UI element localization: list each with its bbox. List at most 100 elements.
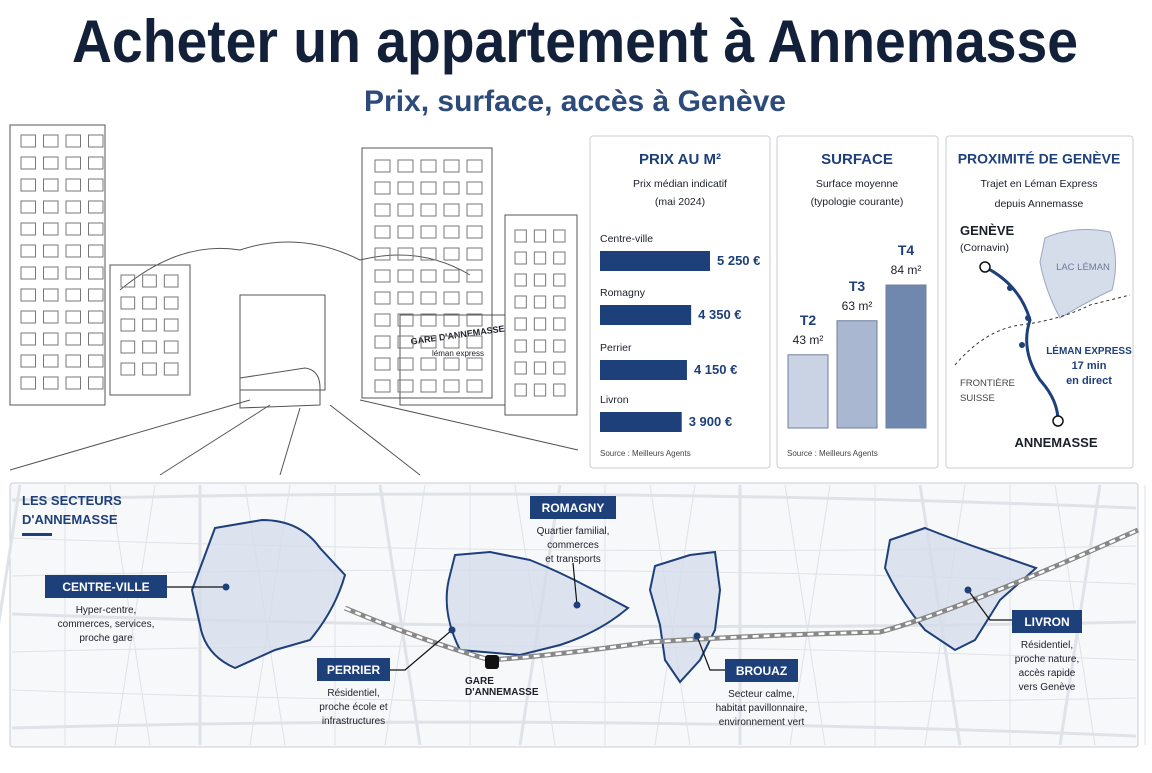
leaders [167, 562, 1012, 671]
mountains [119, 241, 471, 291]
window [420, 269, 437, 283]
window [43, 266, 59, 280]
window [65, 156, 81, 170]
window [142, 362, 157, 376]
window [43, 310, 59, 324]
window [374, 313, 391, 327]
window [397, 379, 414, 393]
window [397, 357, 414, 371]
window [514, 339, 527, 353]
window [65, 222, 81, 236]
window [142, 340, 157, 354]
window [466, 335, 483, 349]
value-label: 4 350 € [698, 307, 741, 322]
street-illustration: GARE D'ANNEMASSE léman express [9, 124, 579, 476]
window [374, 357, 391, 371]
origin-station: (Cornavin) [960, 242, 1009, 254]
window [553, 295, 566, 309]
window [65, 354, 81, 368]
sector-area [445, 550, 630, 657]
window [420, 225, 437, 239]
stop [979, 261, 991, 273]
panel [589, 135, 771, 469]
window [88, 288, 104, 302]
sector-description: infrastructures [322, 716, 385, 727]
window [88, 266, 104, 280]
window [466, 247, 483, 261]
window [514, 317, 527, 331]
window [514, 273, 527, 287]
street [11, 492, 1137, 510]
station-icon [485, 655, 499, 669]
stop [1052, 415, 1064, 427]
sector-tag [530, 496, 616, 519]
window [88, 332, 104, 346]
building [239, 294, 326, 391]
window [420, 291, 437, 305]
sector-description: habitat pavillonnaire, [716, 703, 808, 714]
window [65, 376, 81, 390]
window [20, 332, 36, 346]
window [420, 203, 437, 217]
line-label: 17 min [1072, 360, 1107, 372]
street [109, 484, 151, 746]
window [533, 361, 547, 375]
street [784, 484, 826, 746]
panel-title: PROXIMITÉ DE GENÈVE [958, 151, 1121, 167]
sector-name: CENTRE-VILLE [62, 580, 149, 594]
window [553, 273, 566, 287]
window [163, 318, 179, 332]
window [88, 134, 104, 148]
lake [1039, 229, 1116, 319]
chart-title: PRIX AU M² [639, 151, 721, 168]
window [163, 362, 179, 376]
window [553, 229, 566, 243]
window [374, 203, 391, 217]
window [20, 222, 36, 236]
window [514, 361, 527, 375]
window [443, 335, 460, 349]
window [43, 332, 59, 346]
sector-name: ROMAGNY [542, 501, 605, 515]
window [88, 376, 104, 390]
station-label: D'ANNEMASSE [465, 687, 539, 698]
sector-description: Résidentiel, [327, 688, 379, 699]
sector-name: PERRIER [327, 663, 381, 677]
category-label: T2 [800, 312, 817, 328]
window [43, 134, 59, 148]
bar [836, 320, 878, 429]
window [20, 354, 36, 368]
window [397, 181, 414, 195]
window [20, 310, 36, 324]
window [420, 247, 437, 261]
window [142, 318, 157, 332]
window [20, 134, 36, 148]
window [120, 274, 136, 288]
window [533, 273, 547, 287]
window [533, 383, 547, 397]
window [533, 251, 547, 265]
category-label: Romagny [600, 287, 646, 299]
window [20, 266, 36, 280]
window [466, 269, 483, 283]
border-label: SUISSE [960, 393, 995, 404]
sector-description: accès rapide [1019, 668, 1076, 679]
window [443, 203, 460, 217]
bar [600, 305, 692, 325]
window [514, 251, 527, 265]
window [65, 310, 81, 324]
map-title: LES SECTEURS [22, 493, 122, 508]
window [43, 244, 59, 258]
value-label: 84 m² [891, 263, 922, 277]
window [65, 288, 81, 302]
window [443, 291, 460, 305]
window [553, 317, 566, 331]
window [43, 288, 59, 302]
window [142, 296, 157, 310]
value-label: 4 150 € [694, 362, 737, 377]
sector-tag [725, 659, 798, 682]
station-brand: léman express [432, 349, 484, 358]
category-label: Livron [600, 394, 629, 406]
lake-label: LAC LÉMAN [1056, 262, 1110, 273]
window [20, 200, 36, 214]
